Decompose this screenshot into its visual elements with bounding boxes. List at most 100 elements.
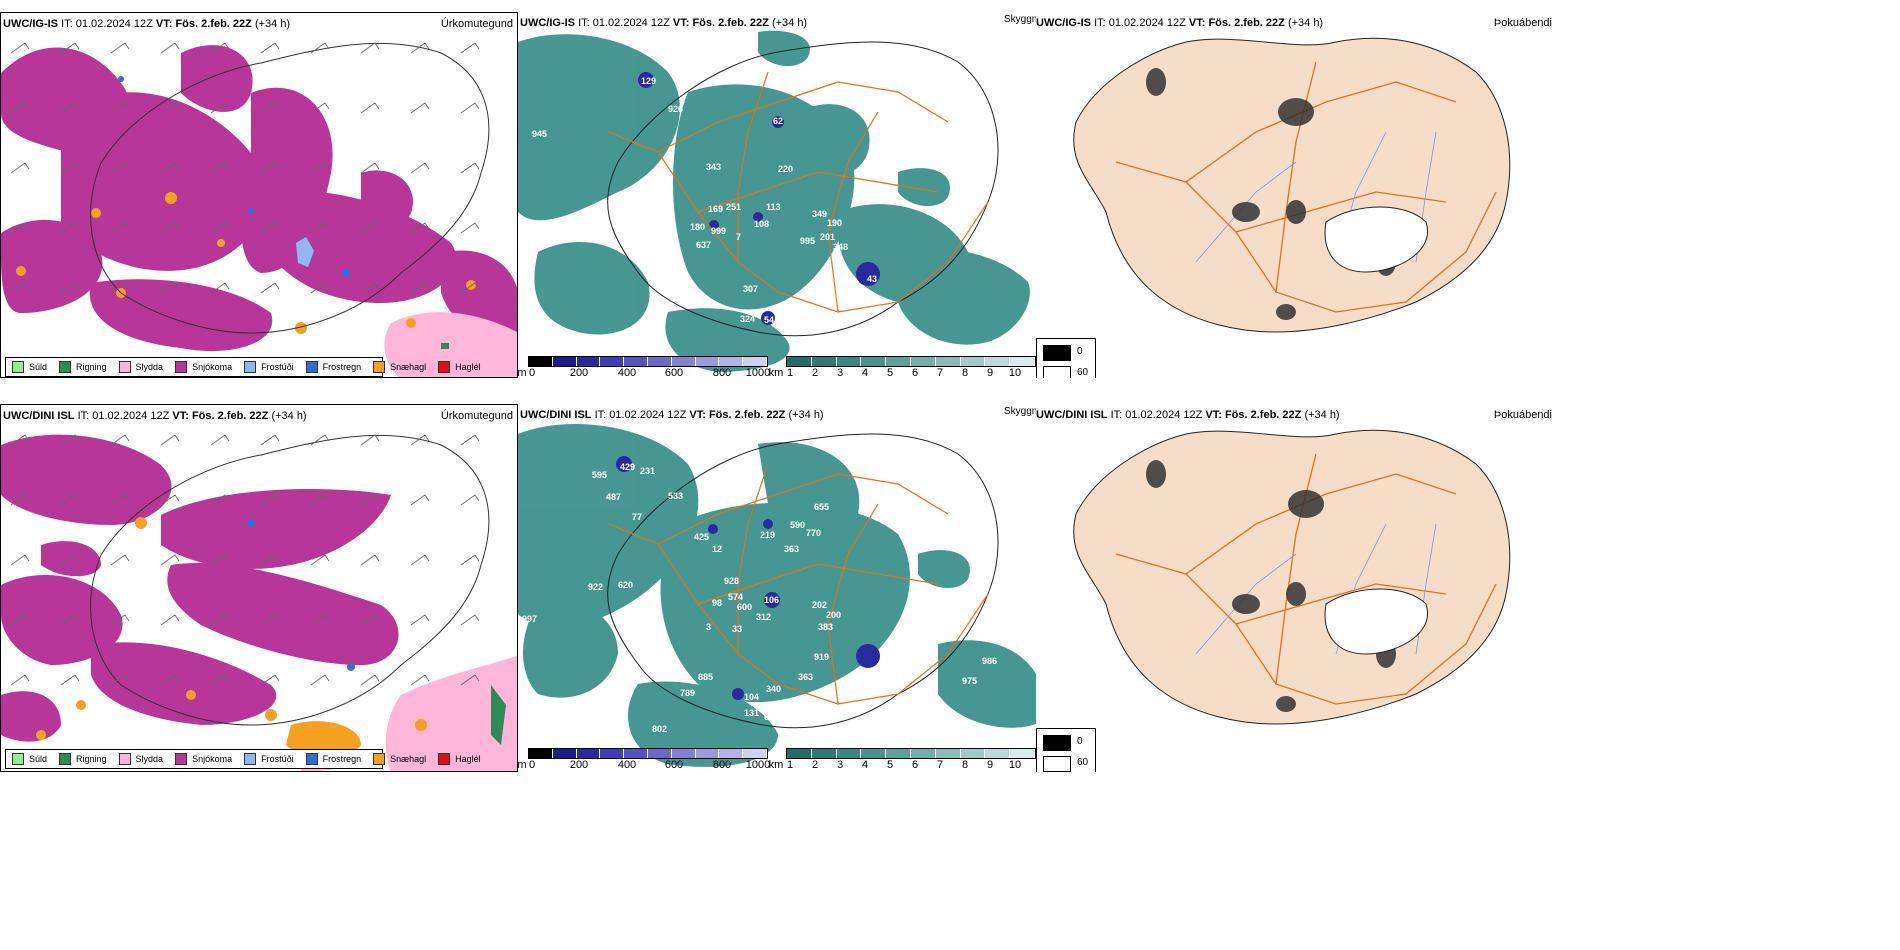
station-label: 7	[736, 232, 741, 242]
station-label: 789	[680, 688, 695, 698]
visibility-scale-bottom: km 1 2 3 4 5 6 7 8 9 10	[769, 748, 1036, 772]
height-scale-bottom: m 0 200 400 600 800 1000	[518, 748, 770, 772]
height-ticks: m 0 200 400 600 800 1000	[518, 367, 771, 378]
precip-type-map-top	[1, 42, 517, 377]
panel-title-visibility: Skyggni	[1004, 14, 1036, 25]
legend-item: Frostúði	[244, 753, 294, 765]
station-label: 200	[826, 610, 841, 620]
station-label: 922	[588, 582, 603, 592]
roads	[607, 71, 989, 313]
panel-title-cloud: Þokuábendi	[1493, 17, 1552, 29]
lead-time: (+34 h)	[254, 18, 291, 30]
cloud-panel-top: UWC/IG-IS IT: 01.02.2024 12Z VT: Fös. 2.…	[1036, 12, 1556, 378]
header-top-middle: UWC/IG-IS IT: 01.02.2024 12Z VT: Fös. 2.…	[520, 17, 808, 29]
legend-item: Snjókoma	[175, 361, 232, 373]
legend-item: Snæhagl	[373, 753, 426, 765]
cloud-map-bottom	[1073, 429, 1511, 725]
legend-item: Snæhagl	[373, 361, 426, 373]
cloud-map-top	[1073, 37, 1511, 333]
station-label: 62	[773, 116, 783, 126]
panel-title-visibility-bottom: Skyggni	[1004, 406, 1036, 417]
visibility-ticks: km 1 2 3 4 5 6 7 8 9 10	[768, 367, 1022, 378]
station-label: 348	[833, 242, 848, 252]
station-label: 997	[522, 614, 537, 624]
station-label: 425	[694, 532, 709, 542]
precip-type-panel-bottom: UWC/DINI ISL IT: 01.02.2024 12Z VT: Fös.…	[0, 404, 518, 772]
visibility-map-bottom: 595 429 231 487 533 77 425 12 590 655 21…	[518, 424, 1036, 767]
station-label: 655	[814, 502, 829, 512]
station-label: 574	[728, 592, 743, 602]
header-top-right: UWC/IG-IS IT: 01.02.2024 12Z VT: Fös. 2.…	[1036, 17, 1324, 29]
visibility-panel-bottom: 595 429 231 487 533 77 425 12 590 655 21…	[518, 404, 1036, 772]
station-label: 340	[766, 684, 781, 694]
visibility-colorbar	[786, 356, 1036, 367]
legend-swatch	[305, 361, 318, 373]
precip-legend-bottom: Súld Rigning Slydda Snjókoma Frostúði Fr…	[5, 749, 481, 769]
legend-swatch	[118, 361, 131, 373]
station-label: 307	[743, 284, 758, 294]
legend-item: Frostregn	[305, 753, 361, 765]
station-label: 928	[724, 576, 739, 586]
height-colorbar	[528, 356, 768, 367]
height-scale-top: m 0 200 400 600 800 1000	[518, 356, 771, 378]
header-bottom-left: UWC/DINI ISL IT: 01.02.2024 12Z VT: Fös.…	[3, 410, 307, 422]
cloud-legend-bottom: 0 60	[1036, 728, 1096, 772]
valid-label: VT:	[155, 18, 173, 30]
station-label: 77	[632, 512, 642, 522]
legend-swatch-black	[1043, 345, 1071, 361]
header-top-left: UWC/IG-IS IT: 01.02.2024 12Z VT: Fös. 2.…	[3, 18, 290, 30]
legend-swatch	[373, 361, 386, 373]
cloud-legend-top: 0 60	[1036, 338, 1096, 378]
station-label: 108	[754, 219, 769, 229]
station-label: 945	[532, 129, 547, 139]
station-label: 201	[820, 232, 835, 242]
header-bottom-middle: UWC/DINI ISL IT: 01.02.2024 12Z VT: Fös.…	[520, 409, 824, 421]
legend-item: Rigning	[59, 361, 107, 373]
panel-title-precip-bottom: Úrkomutegund	[440, 410, 513, 422]
legend-swatch	[175, 361, 188, 373]
legend-item: Frostregn	[305, 361, 361, 373]
legend-item: Haglél	[438, 361, 481, 373]
station-label: 770	[806, 528, 821, 538]
station-label: 131	[744, 708, 759, 718]
station-label: 533	[668, 491, 683, 501]
station-label: 220	[778, 164, 793, 174]
precip-legend-top: Súld Rigning Slydda Snjókoma Frostúði Fr…	[5, 357, 481, 377]
station-label: 33	[732, 624, 742, 634]
station-label: 3	[706, 622, 711, 632]
legend-swatch	[59, 361, 72, 373]
header-bottom-right: UWC/DINI ISL IT: 01.02.2024 12Z VT: Fös.…	[1036, 409, 1340, 421]
precip-type-panel-top: UWC/IG-IS IT: 01.02.2024 12Z VT: Fös. 2.…	[0, 12, 518, 378]
station-label: 595	[592, 470, 607, 480]
station-label: 202	[812, 600, 827, 610]
station-label: 113	[766, 202, 781, 212]
station-label: 926	[668, 104, 683, 114]
station-label: 219	[760, 530, 775, 540]
station-label: 231	[640, 466, 655, 476]
panel-title-cloud-bottom: Þokuábendi	[1493, 409, 1552, 421]
visibility-panel-top: 129 926 945 62 385 343 220 169 251 113 3…	[518, 12, 1036, 378]
init-label: IT:	[61, 18, 73, 30]
station-label: 349	[812, 209, 827, 219]
legend-item: Slydda	[118, 753, 163, 765]
station-label: 986	[982, 656, 997, 666]
station-label: 908	[980, 728, 995, 738]
station-label: 98	[712, 598, 722, 608]
legend-item: Frostúði	[244, 361, 294, 373]
station-label: 104	[744, 692, 759, 702]
station-label: 383	[818, 622, 833, 632]
station-label: 429	[620, 462, 635, 472]
legend-swatch	[12, 361, 24, 373]
panel-title-precip: Úrkomutegund	[440, 18, 513, 30]
precip-type-map-bottom	[1, 434, 517, 771]
station-label: 919	[814, 652, 829, 662]
station-label: 169	[708, 204, 723, 214]
init-time: 01.02.2024 12Z	[75, 18, 153, 30]
station-label: 129	[641, 76, 656, 86]
legend-item: Slydda	[118, 361, 163, 373]
station-label: 12	[712, 544, 722, 554]
station-label: 995	[800, 236, 815, 246]
cloud-panel-bottom: UWC/DINI ISL IT: 01.02.2024 12Z VT: Fös.…	[1036, 404, 1556, 772]
station-label: 999	[711, 226, 726, 236]
station-label: 324	[740, 314, 755, 324]
